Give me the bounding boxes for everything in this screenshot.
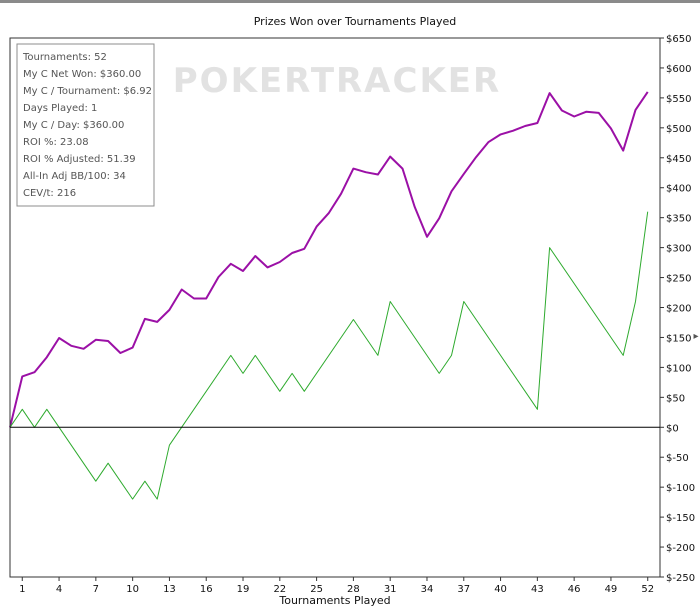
y-tick-label: $450 [666,154,691,165]
stats-line: My C / Tournament: $6.92 [23,86,152,97]
x-tick-label: 16 [200,584,213,595]
stats-line: All-In Adj BB/100: 34 [23,171,126,182]
x-tick-label: 40 [494,584,507,595]
x-tick-label: 4 [56,584,62,595]
y-tick-label: $600 [666,64,691,75]
x-tick-label: 31 [384,584,397,595]
y-tick-label: $150 [666,333,691,344]
chart-title: Prizes Won over Tournaments Played [253,15,457,28]
stats-line: ROI %: 23.08 [23,137,89,148]
y-tick-label: $-150 [666,513,695,524]
x-tick-label: 1 [19,584,25,595]
x-tick-label: 22 [273,584,286,595]
x-tick-label: 25 [310,584,323,595]
top-border [0,0,700,3]
x-tick-label: 46 [568,584,581,595]
y-tick-label: $-200 [666,543,695,554]
edge-marker: ▸ [693,331,698,342]
y-tick-label: $550 [666,94,691,105]
x-tick-label: 7 [93,584,99,595]
y-tick-label: $650 [666,34,691,45]
x-tick-label: 52 [641,584,654,595]
y-tick-label: $200 [666,304,691,315]
y-tick-label: $100 [666,363,691,374]
y-tick-label: $500 [666,124,691,135]
x-tick-label: 28 [347,584,360,595]
stats-line: My C Net Won: $360.00 [23,69,141,80]
x-tick-label: 43 [531,584,544,595]
y-tick-label: $400 [666,184,691,195]
x-tick-label: 10 [126,584,139,595]
x-tick-label: 13 [163,584,176,595]
y-tick-label: $-100 [666,483,695,494]
series-line-purple [9,91,649,428]
stats-line: Days Played: 1 [23,103,97,114]
stats-box [16,43,155,207]
x-tick-label: 49 [605,584,618,595]
y-tick-label: $0 [666,423,679,434]
y-tick-label: $250 [666,274,691,285]
y-tick-label: $300 [666,244,691,255]
x-tick-label: 19 [237,584,250,595]
x-tick-label: 37 [457,584,470,595]
x-axis-label: Tournaments Played [279,594,391,607]
y-tick-label: $350 [666,214,691,225]
y-tick-label: $-250 [666,573,695,584]
stats-line: CEV/t: 216 [23,188,76,199]
watermark: POKERTRACKER [173,61,501,101]
series-line-green [9,211,649,500]
stats-line: ROI % Adjusted: 51.39 [23,154,136,165]
stats-line: Tournaments: 52 [22,52,107,63]
y-tick-label: $-50 [666,453,689,464]
y-tick-label: $50 [666,393,685,404]
x-tick-label: 34 [421,584,434,595]
stats-line: My C / Day: $360.00 [23,120,124,131]
